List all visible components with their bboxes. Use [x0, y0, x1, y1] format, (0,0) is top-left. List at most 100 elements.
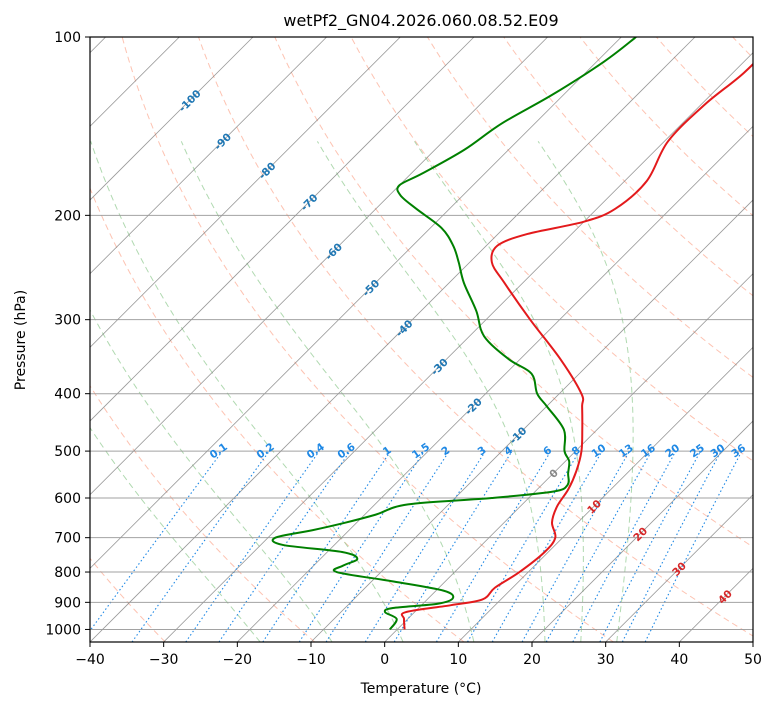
mixing-ratio-label: 25 [688, 442, 707, 460]
dry-adiabat [121, 37, 614, 642]
mixing-ratio-line [90, 450, 223, 632]
x-tick-label: 10 [449, 652, 467, 668]
plot-frame [89, 36, 754, 643]
y-axis-ticks: 100 200 300 400 500 600 700 800 900 1000 [45, 30, 90, 638]
mixing-ratio-label: 0.6 [336, 441, 358, 462]
x-tick-label: 30 [597, 652, 615, 668]
y-tick-label: 300 [54, 313, 81, 329]
isotherm-label: -20 [463, 396, 485, 418]
mixing-ratio-line [521, 450, 630, 642]
x-tick-label: 50 [744, 652, 762, 668]
x-tick-label: −40 [75, 652, 105, 668]
moist-adiabat [537, 141, 634, 642]
moist-adiabats [90, 141, 634, 642]
isotherm-label: -30 [429, 356, 451, 378]
y-tick-label: 800 [54, 565, 81, 581]
dry-adiabat [274, 37, 753, 548]
mixing-ratio-label: 0.1 [208, 441, 230, 462]
moist-adiabat [414, 141, 584, 642]
mixing-ratio-line [393, 450, 513, 642]
mixing-ratio-line [262, 450, 392, 642]
mixing-ratio-label: 0.4 [305, 441, 327, 462]
y-tick-label: 1000 [45, 622, 81, 638]
x-axis-ticks: −40 −30 −20 −10 0 10 20 30 40 50 [75, 642, 762, 668]
isotherm-line [458, 346, 753, 642]
dry-adiabat [350, 37, 753, 462]
mixing-ratio-line [621, 450, 722, 642]
isotherm-line [90, 37, 622, 569]
isotherm-label: 20 [631, 525, 650, 544]
isotherm-label: -60 [323, 241, 345, 263]
mixing-ratio-line [364, 450, 486, 642]
dry-adiabat [732, 37, 753, 59]
isotherm-label: 40 [716, 588, 735, 607]
mixing-ratio-line [545, 450, 653, 642]
isotherm-label: -90 [212, 131, 234, 153]
isotherm-line [90, 37, 548, 496]
x-tick-label: 20 [523, 652, 541, 668]
isotherm-line [163, 52, 753, 642]
mixing-ratio-label: 36 [729, 442, 748, 460]
mixing-ratio-label: 30 [709, 442, 728, 460]
mixing-ratio-line [435, 450, 552, 642]
chart-title: wetPf2_GN04.2026.060.08.52.E09 [283, 11, 558, 31]
isotherm-line [605, 494, 753, 642]
moist-adiabat [90, 141, 404, 642]
dry-adiabat [90, 384, 316, 642]
isotherm-line [531, 420, 753, 642]
dry-adiabat [426, 37, 753, 378]
isotherm-line [90, 37, 327, 275]
isotherm-label: -50 [360, 278, 382, 300]
y-tick-label: 200 [54, 208, 81, 224]
dewpoint-line [271, 37, 637, 631]
isotherm-line [90, 37, 696, 642]
isotherm-line [90, 37, 475, 422]
isotherms [90, 37, 753, 642]
isotherm-label: 0 [547, 467, 561, 481]
y-tick-label: 400 [54, 387, 81, 403]
isotherm-label: -100 [177, 88, 204, 115]
x-axis-label: Temperature (°C) [360, 681, 482, 697]
mixing-ratio-lines [90, 450, 743, 642]
dry-adiabat [503, 37, 753, 297]
x-tick-label: −30 [149, 652, 179, 668]
isotherm-line [90, 37, 401, 348]
isotherm-line [237, 125, 753, 642]
mixing-ratio-line [131, 450, 270, 642]
isotherm-label: -70 [299, 192, 321, 214]
plot-area: -100-90-80-70-60-50-40-30-20-10010203040… [90, 37, 753, 642]
isotherm-label: 30 [670, 560, 689, 579]
mixing-ratio-line [572, 450, 677, 642]
moist-adiabat [180, 141, 475, 642]
mixing-ratio-line [218, 450, 351, 642]
y-tick-label: 700 [54, 531, 81, 547]
y-tick-label: 500 [54, 444, 81, 460]
dry-adiabat [655, 37, 753, 138]
isotherm-line [752, 641, 753, 642]
isotherm-label: -10 [508, 425, 530, 447]
isotherm-line [384, 273, 753, 642]
isotherm-label: -80 [257, 160, 279, 182]
mixing-ratio-label: 20 [663, 442, 682, 460]
isotherm-line [90, 37, 254, 201]
isotherm-label: 10 [585, 498, 604, 517]
data-series [271, 37, 753, 631]
mixing-ratio-label: 10 [589, 442, 608, 460]
mixing-ratio-line [185, 450, 320, 642]
x-tick-label: −10 [296, 652, 326, 668]
isotherm-line [679, 567, 753, 642]
mixing-ratio-line [644, 450, 743, 642]
temperature-line [400, 62, 753, 630]
y-axis-label: Pressure (hPa) [13, 290, 29, 390]
x-tick-label: 0 [380, 652, 389, 668]
isotherm-line [310, 199, 753, 642]
y-tick-label: 600 [54, 491, 81, 507]
moist-adiabat [316, 141, 546, 642]
y-tick-label: 100 [54, 30, 81, 46]
mixing-ratio-label: 1.5 [410, 441, 432, 462]
x-tick-label: 40 [670, 652, 688, 668]
y-tick-label: 900 [54, 595, 81, 611]
mixing-ratio-line [325, 450, 450, 642]
